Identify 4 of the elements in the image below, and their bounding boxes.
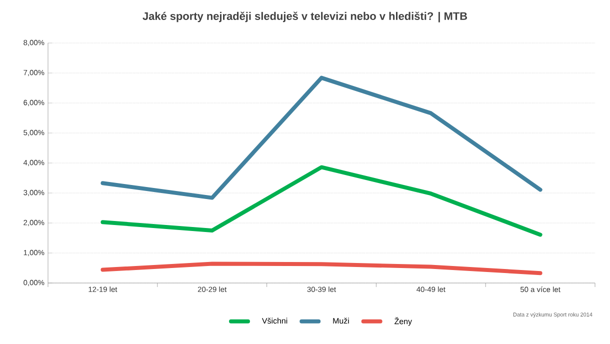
line-series <box>100 165 542 237</box>
line-series <box>100 262 542 276</box>
chart-title: Jaké sporty nejraději sleduješ v televizi nebo v hledišti? | MTB <box>142 12 468 22</box>
line-series <box>100 76 542 200</box>
